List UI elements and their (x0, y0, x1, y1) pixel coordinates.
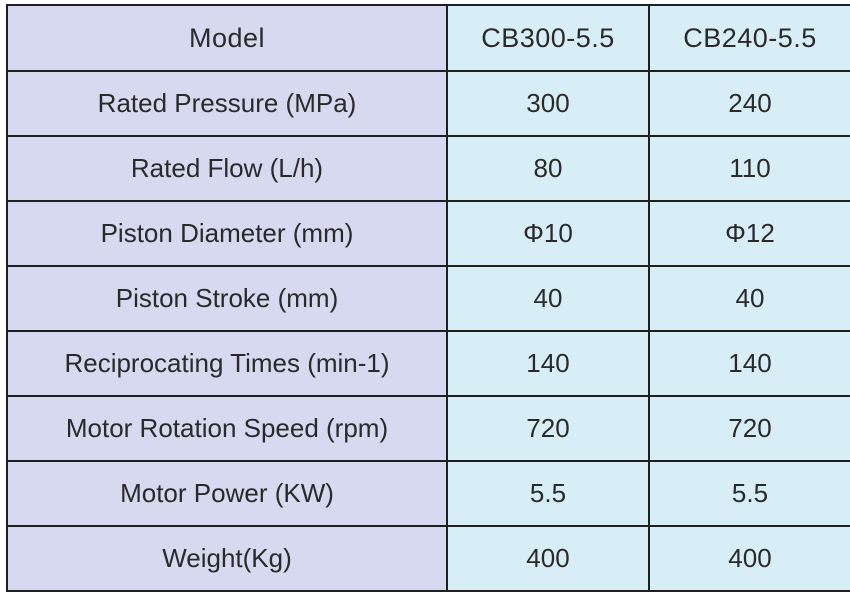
row-value-cell: 140 (446, 330, 650, 397)
table-row: Motor Power (KW) 5.5 5.5 (6, 460, 850, 527)
table-header-row: Model CB300-5.5 CB240-5.5 (6, 4, 850, 72)
table-row: Motor Rotation Speed (rpm) 720 720 (6, 395, 850, 462)
row-value-cell: 5.5 (648, 460, 850, 527)
spec-table: Model CB300-5.5 CB240-5.5 Rated Pressure… (6, 4, 850, 592)
table-row: Rated Flow (L/h) 80 110 (6, 135, 850, 202)
row-label-cell: Reciprocating Times (min-1) (6, 330, 448, 397)
row-label-cell: Motor Power (KW) (6, 460, 448, 527)
row-value-cell: 720 (648, 395, 850, 462)
row-value-cell: 40 (648, 265, 850, 332)
row-value-cell: Φ12 (648, 200, 850, 267)
row-value-cell: 400 (648, 525, 850, 592)
row-label-cell: Piston Diameter (mm) (6, 200, 448, 267)
row-label-cell: Weight(Kg) (6, 525, 448, 592)
table-row: Rated Pressure (MPa) 300 240 (6, 70, 850, 137)
table-row: Weight(Kg) 400 400 (6, 525, 850, 592)
table-row: Reciprocating Times (min-1) 140 140 (6, 330, 850, 397)
row-value-cell: 110 (648, 135, 850, 202)
header-model-cell: CB240-5.5 (648, 4, 850, 72)
row-value-cell: Φ10 (446, 200, 650, 267)
table-row: Piston Diameter (mm) Φ10 Φ12 (6, 200, 850, 267)
row-value-cell: 400 (446, 525, 650, 592)
row-value-cell: 140 (648, 330, 850, 397)
row-label-cell: Rated Flow (L/h) (6, 135, 448, 202)
row-value-cell: 720 (446, 395, 650, 462)
row-value-cell: 300 (446, 70, 650, 137)
row-value-cell: 5.5 (446, 460, 650, 527)
row-label-cell: Piston Stroke (mm) (6, 265, 448, 332)
row-label-cell: Rated Pressure (MPa) (6, 70, 448, 137)
table-row: Piston Stroke (mm) 40 40 (6, 265, 850, 332)
header-model-cell: CB300-5.5 (446, 4, 650, 72)
row-value-cell: 80 (446, 135, 650, 202)
row-value-cell: 240 (648, 70, 850, 137)
header-label-cell: Model (6, 4, 448, 72)
row-value-cell: 40 (446, 265, 650, 332)
row-label-cell: Motor Rotation Speed (rpm) (6, 395, 448, 462)
